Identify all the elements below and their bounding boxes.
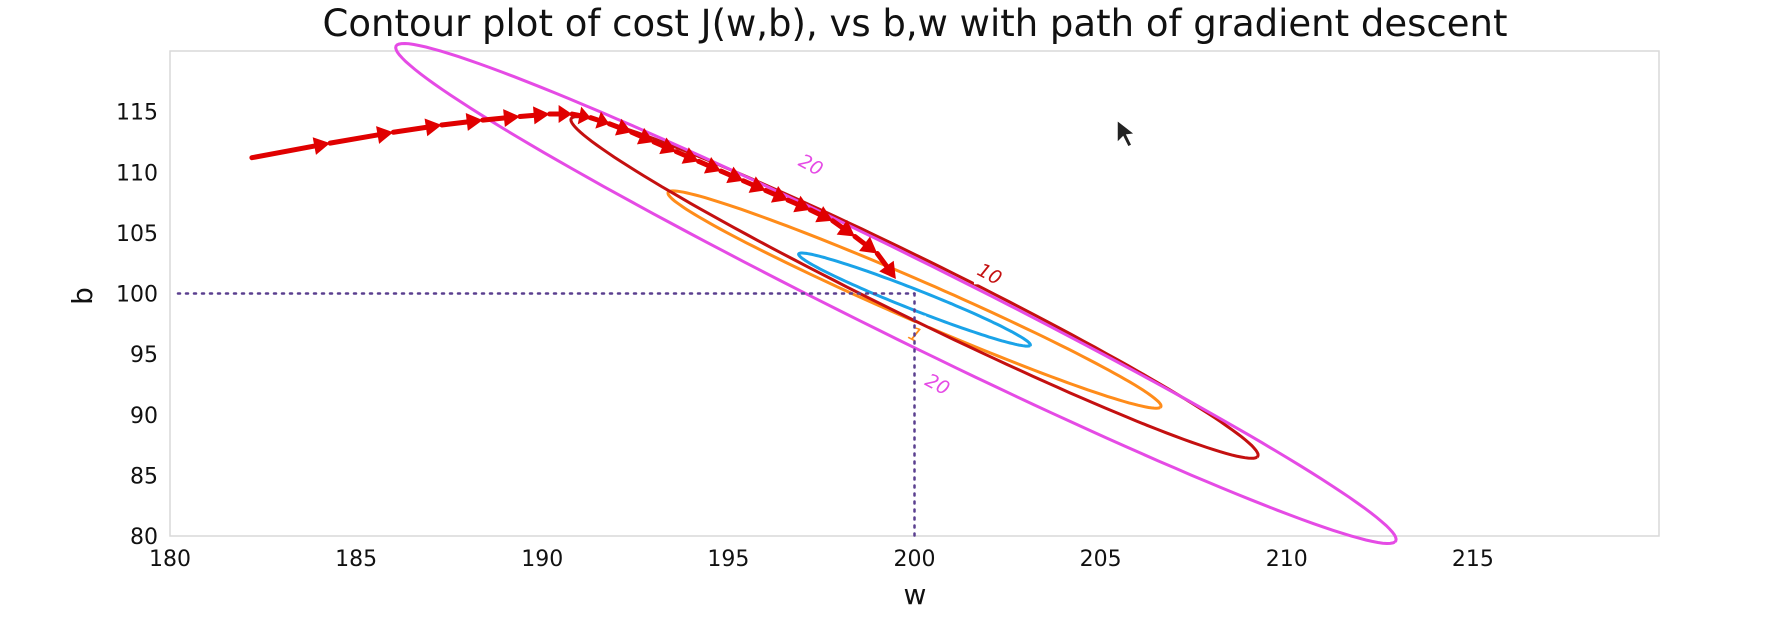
- gd-arrow-head: [770, 186, 788, 203]
- gd-step-line: [569, 111, 582, 119]
- gd-step-line: [785, 197, 800, 207]
- x-tick-label: 200: [894, 547, 936, 572]
- contour-line: [569, 115, 1260, 460]
- gd-arrow-head: [636, 127, 654, 145]
- contour-line: [797, 251, 1032, 348]
- gd-arrow-head: [793, 195, 811, 213]
- mouse-cursor-icon: [1116, 118, 1137, 149]
- x-axis-label: w: [904, 578, 927, 611]
- gd-arrow-head: [312, 137, 331, 155]
- x-tick-label: 185: [335, 547, 377, 572]
- y-tick-label: 115: [116, 101, 158, 126]
- gd-step-line: [740, 178, 755, 188]
- gd-step-line: [517, 112, 537, 119]
- gd-step-line: [718, 168, 733, 178]
- y-tick-label: 90: [130, 404, 158, 429]
- x-tick-label: 205: [1080, 547, 1122, 572]
- gd-step-line: [480, 115, 507, 123]
- contour-label-bg: [921, 372, 952, 395]
- gd-step-line: [651, 139, 666, 149]
- gd-arrow-head: [614, 118, 632, 136]
- gradient-descent-path: [249, 105, 896, 279]
- y-tick-label: 80: [130, 525, 158, 550]
- gd-arrow-head: [503, 109, 520, 127]
- gd-step-line: [439, 119, 470, 128]
- y-tick-label: 95: [130, 343, 158, 368]
- x-axis-ticks: 180 185 190 195 200 205 210 215: [149, 547, 1494, 572]
- gd-arrow-head: [533, 106, 550, 125]
- contour-label-bg: [795, 153, 826, 176]
- y-axis-label: b: [66, 287, 99, 305]
- gd-step-line: [606, 121, 621, 130]
- y-axis-ticks: 80 85 90 95 100 105 110 115: [116, 101, 158, 550]
- reference-lines: [176, 292, 916, 538]
- gd-step-line: [763, 187, 778, 197]
- contour-line: [394, 41, 1398, 546]
- gd-step-line: [588, 115, 601, 123]
- gd-arrow-head: [879, 260, 896, 279]
- y-tick-label: 105: [116, 222, 158, 247]
- x-tick-label: 180: [149, 547, 191, 572]
- gd-step-line: [327, 132, 381, 146]
- gd-arrow-head: [424, 118, 442, 137]
- gd-arrow-head: [659, 137, 677, 155]
- contour-lines: 11102020: [394, 41, 1398, 546]
- gd-arrow-head: [681, 147, 699, 164]
- y-tick-label: 110: [116, 161, 158, 186]
- gd-step-line: [390, 124, 429, 135]
- gd-arrow-head: [836, 219, 855, 237]
- gd-step-line: [830, 218, 845, 230]
- y-tick-label: 85: [130, 464, 158, 489]
- gd-step-line: [696, 158, 711, 168]
- gd-step-line: [874, 250, 889, 269]
- gd-step-line: [673, 149, 688, 159]
- gd-step-line: [852, 234, 868, 247]
- gd-arrow-head: [376, 126, 394, 144]
- gd-step-line: [249, 143, 317, 161]
- gd-step-line: [629, 129, 644, 139]
- gd-arrow-head: [595, 111, 610, 129]
- gd-arrow-head: [703, 156, 721, 174]
- gd-arrow-head: [577, 106, 591, 125]
- x-tick-label: 190: [521, 547, 563, 572]
- gd-step-line: [807, 207, 822, 217]
- gd-arrow-head: [558, 105, 573, 124]
- y-tick-label: 100: [116, 283, 158, 308]
- chart-title: Contour plot of cost J(w,b), vs b,w with…: [323, 2, 1508, 45]
- x-tick-label: 195: [707, 547, 749, 572]
- x-tick-label: 210: [1266, 547, 1308, 572]
- gd-arrow-head: [859, 236, 878, 254]
- contour-label-bg: [973, 262, 1004, 285]
- gd-arrow-head: [748, 176, 766, 193]
- gd-arrow-head: [726, 166, 744, 184]
- gd-arrow-head: [465, 113, 483, 131]
- gd-arrow-head: [815, 206, 833, 223]
- x-tick-label: 215: [1452, 547, 1494, 572]
